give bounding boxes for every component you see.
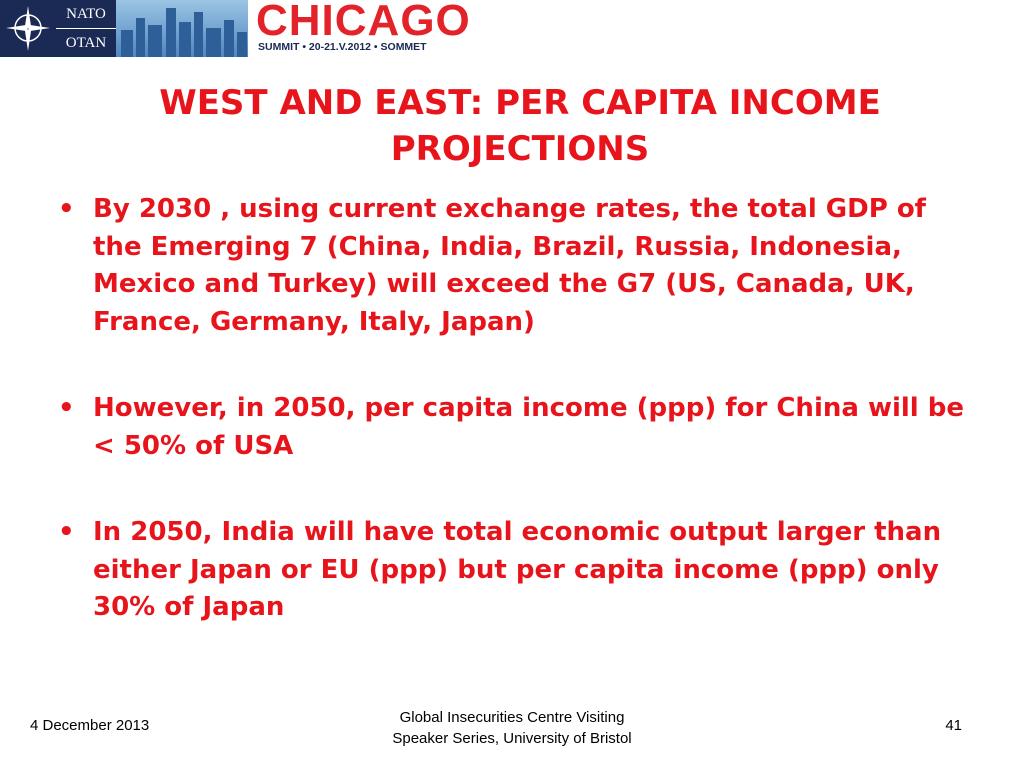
skyline — [121, 8, 247, 57]
bullet: However, in 2050, per capita income (ppp… — [58, 390, 968, 465]
nato-emblem — [0, 0, 56, 57]
logo-top: NATO — [56, 0, 116, 29]
page-number: 41 — [945, 717, 962, 734]
summit-tagline: SUMMIT • 20-21.V.2012 • SOMMET — [258, 41, 427, 53]
compass-icon — [6, 6, 50, 51]
bullet: By 2030 , using current exchange rates, … — [58, 191, 968, 341]
footer-center: Global Insecurities Centre Visiting Spea… — [312, 707, 712, 749]
city-name: CHICAGO — [256, 0, 471, 45]
bullet: In 2050, India will have total economic … — [58, 514, 968, 627]
nato-logo-text: NATO OTAN — [56, 0, 116, 57]
skyline-image — [116, 0, 248, 57]
logo-bottom: OTAN — [65, 35, 107, 51]
slide-title: WEST AND EAST: PER CAPITA INCOME PROJECT… — [159, 83, 881, 169]
footer-date: 4 December 2013 — [30, 717, 150, 734]
footer-line: Speaker Series, University of Bristol — [392, 730, 632, 747]
footer-line: Global Insecurities Centre Visiting — [399, 709, 625, 726]
